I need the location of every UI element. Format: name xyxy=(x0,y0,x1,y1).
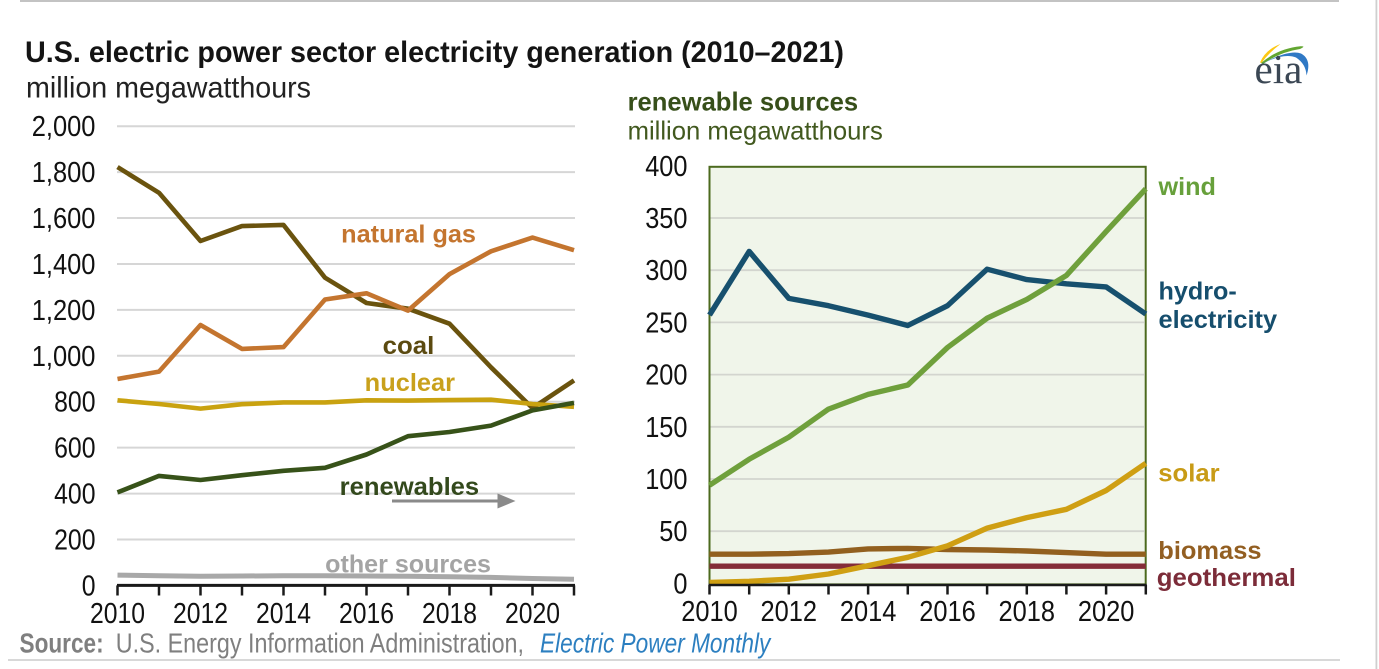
svg-text:2012: 2012 xyxy=(761,596,818,628)
svg-text:1,000: 1,000 xyxy=(32,341,96,373)
svg-text:U.S. Energy Information Admini: U.S. Energy Information Administration, xyxy=(116,628,524,659)
svg-text:800: 800 xyxy=(54,387,95,419)
svg-text:400: 400 xyxy=(54,479,95,511)
svg-text:150: 150 xyxy=(645,412,687,444)
svg-text:2018: 2018 xyxy=(999,596,1056,628)
svg-text:200: 200 xyxy=(645,360,687,392)
svg-text:2020: 2020 xyxy=(1078,596,1135,628)
svg-text:2012: 2012 xyxy=(173,598,228,630)
svg-text:U.S. electric power sector ele: U.S. electric power sector electricity g… xyxy=(25,36,844,69)
svg-text:million megawatthours: million megawatthours xyxy=(628,116,883,146)
svg-text:other sources: other sources xyxy=(325,550,491,578)
svg-text:1,400: 1,400 xyxy=(32,249,96,281)
svg-text:eia: eia xyxy=(1255,46,1303,92)
svg-text:0: 0 xyxy=(673,568,687,600)
svg-text:600: 600 xyxy=(54,433,95,465)
svg-text:300: 300 xyxy=(645,255,687,287)
svg-text:350: 350 xyxy=(645,203,687,235)
svg-text:2016: 2016 xyxy=(919,596,976,628)
svg-text:50: 50 xyxy=(659,516,687,548)
svg-text:1,800: 1,800 xyxy=(32,157,96,189)
svg-text:solar: solar xyxy=(1158,459,1220,487)
svg-text:coal: coal xyxy=(383,332,435,360)
svg-text:2,000: 2,000 xyxy=(32,111,96,143)
svg-text:1,200: 1,200 xyxy=(32,295,96,327)
svg-text:geothermal: geothermal xyxy=(1157,564,1296,592)
svg-text:wind: wind xyxy=(1157,173,1215,201)
svg-text:2018: 2018 xyxy=(422,598,477,630)
svg-text:nuclear: nuclear xyxy=(365,369,456,397)
svg-text:2016: 2016 xyxy=(339,598,394,630)
svg-text:0: 0 xyxy=(82,570,96,602)
svg-text:hydro-: hydro- xyxy=(1159,277,1237,305)
svg-text:100: 100 xyxy=(645,464,687,496)
svg-text:renewable sources: renewable sources xyxy=(628,87,859,117)
svg-text:250: 250 xyxy=(645,307,687,339)
svg-text:electricity: electricity xyxy=(1159,306,1278,334)
svg-text:2014: 2014 xyxy=(256,598,311,630)
svg-text:400: 400 xyxy=(645,151,687,183)
svg-text:2010: 2010 xyxy=(681,596,738,628)
svg-text:200: 200 xyxy=(54,525,95,557)
svg-text:Source:: Source: xyxy=(20,628,104,659)
svg-text:1,600: 1,600 xyxy=(32,203,96,235)
svg-text:renewables: renewables xyxy=(340,473,480,501)
svg-text:biomass: biomass xyxy=(1158,537,1261,565)
svg-text:2014: 2014 xyxy=(840,596,897,628)
svg-text:2010: 2010 xyxy=(90,598,145,630)
svg-text:million megawatthours: million megawatthours xyxy=(26,72,311,105)
svg-text:natural gas: natural gas xyxy=(341,221,476,249)
svg-text:Electric Power Monthly: Electric Power Monthly xyxy=(540,628,772,659)
svg-text:2020: 2020 xyxy=(505,598,560,630)
